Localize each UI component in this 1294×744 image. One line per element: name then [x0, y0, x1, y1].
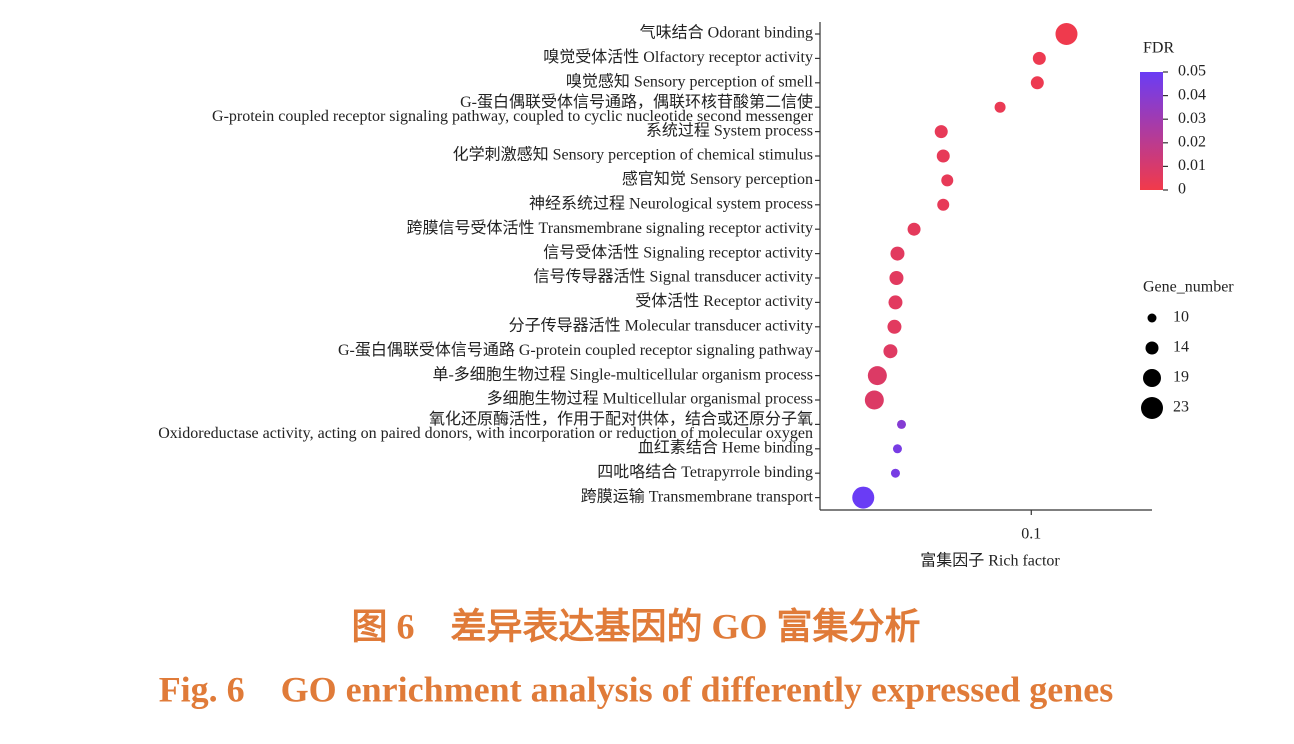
bubble [934, 125, 948, 139]
y-tick-label: G-蛋白偶联受体信号通路 G-protein coupled receptor … [338, 341, 813, 359]
bubble [1032, 51, 1046, 65]
y-tick-label: 信号传导器活性 Signal transducer activity [533, 268, 813, 286]
bubble [890, 468, 900, 478]
color-tick-label: 0.01 [1178, 157, 1206, 174]
bubble [852, 486, 875, 509]
bubble [864, 390, 884, 410]
color-tick-label: 0.03 [1178, 110, 1206, 127]
y-tick-label: 受体活性 Receptor activity [635, 292, 813, 310]
color-tick-label: 0.02 [1178, 133, 1206, 150]
y-tick-label: 嗅觉受体活性 Olfactory receptor activity [543, 48, 813, 66]
y-tick-label: G-蛋白偶联受体信号通路，偶联环核苷酸第二信使 [460, 93, 813, 111]
bubble [890, 246, 905, 261]
bubble [889, 271, 904, 285]
size-legend-label: 23 [1173, 399, 1189, 416]
size-legend-label: 14 [1173, 339, 1189, 356]
x-axis-label: 富集因子 Rich factor [920, 552, 1060, 570]
bubble [888, 295, 903, 310]
bubble [883, 344, 898, 359]
y-tick-label: 嗅觉感知 Sensory perception of smell [566, 72, 814, 90]
color-tick-label: 0.04 [1178, 86, 1206, 103]
size-legend-dot [1141, 397, 1163, 419]
bubble [896, 419, 906, 429]
y-tick-label: 神经系统过程 Neurological system process [529, 194, 813, 212]
y-tick-label: 系统过程 System process [646, 121, 813, 139]
y-tick-label: Oxidoreductase activity, acting on paire… [158, 425, 813, 442]
y-tick-label: 气味结合 Odorant binding [640, 24, 813, 42]
y-tick-label: 血红素结合 Heme binding [638, 438, 813, 456]
bubble [867, 366, 887, 386]
bubble [1030, 76, 1044, 90]
y-tick-label: 分子传导器活性 Molecular transducer activity [509, 316, 813, 334]
bubble [892, 444, 902, 454]
caption-english: Fig. 6 GO enrichment analysis of differe… [159, 669, 1114, 709]
color-tick-label: 0.05 [1178, 63, 1206, 80]
caption-chinese: 图 6 差异表达基因的 GO 富集分析 [351, 605, 920, 646]
y-tick-label: 感官知觉 Sensory perception [622, 170, 813, 188]
size-legend-dot [1147, 313, 1157, 323]
y-tick-label: 信号受体活性 Signaling receptor activity [543, 243, 813, 261]
size-legend-label: 19 [1173, 369, 1189, 386]
bubble [937, 198, 950, 211]
y-tick-label: 多细胞生物过程 Multicellular organismal process [487, 390, 813, 408]
color-legend-title: FDR [1143, 40, 1174, 57]
bubble [887, 319, 902, 334]
y-tick-label: G-protein coupled receptor signaling pat… [212, 108, 814, 125]
y-tick-label: 跨膜信号受体活性 Transmembrane signaling recepto… [407, 219, 813, 237]
bubble [907, 222, 921, 236]
x-tick-label: 0.1 [1021, 526, 1041, 543]
bubble [994, 101, 1006, 113]
y-tick-label: 单-多细胞生物过程 Single-multicellular organism … [432, 365, 813, 383]
bubble [1055, 23, 1078, 45]
y-tick-label: 化学刺激感知 Sensory perception of chemical st… [453, 146, 813, 164]
bubble [936, 149, 950, 163]
color-tick-label: 0 [1178, 181, 1186, 198]
color-bar [1140, 72, 1163, 190]
y-tick-label: 四吡咯结合 Tetrapyrrole binding [597, 463, 813, 481]
size-legend-dot [1143, 369, 1161, 387]
bubble [941, 174, 954, 187]
y-tick-label: 氧化还原酶活性，作用于配对供体，结合或还原分子氧 [429, 410, 813, 428]
size-legend-title: Gene_number [1143, 279, 1234, 296]
y-tick-label: 跨膜运输 Transmembrane transport [581, 487, 814, 505]
size-legend-label: 10 [1173, 309, 1189, 326]
size-legend-dot [1145, 341, 1159, 355]
